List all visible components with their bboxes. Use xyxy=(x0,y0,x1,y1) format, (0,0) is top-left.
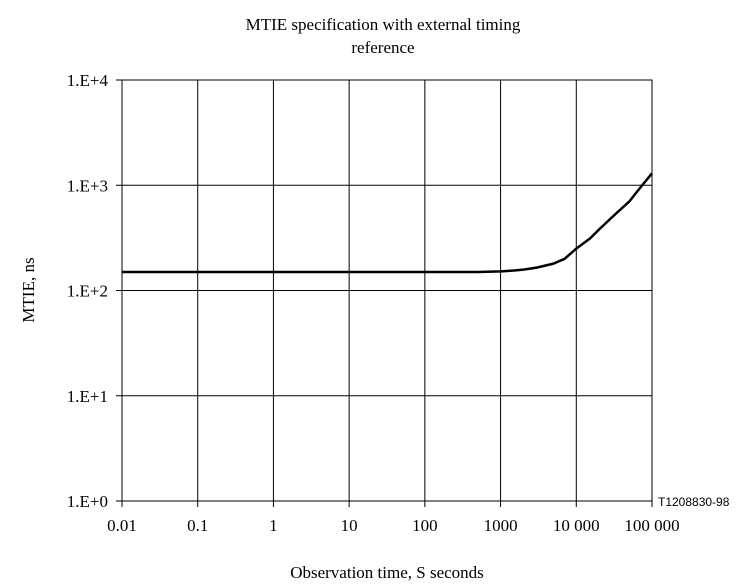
y-tick-label: 1.E+4 xyxy=(67,71,109,90)
y-tick-labels: 1.E+0 1.E+1 1.E+2 1.E+3 1.E+4 xyxy=(67,71,109,511)
x-tick-label: 100 000 xyxy=(624,516,679,535)
y-tick-label: 1.E+3 xyxy=(67,176,108,195)
chart-title-line1: MTIE specification with external timing xyxy=(246,15,521,34)
x-tick-label: 10 xyxy=(341,516,358,535)
x-tick-label: 1 xyxy=(269,516,278,535)
y-tick-label: 1.E+2 xyxy=(67,282,108,301)
chart-title-line2: reference xyxy=(351,38,414,57)
x-tick-label: 10 000 xyxy=(553,516,600,535)
figure-id-label: T1208830-98 xyxy=(658,495,730,509)
x-tick-labels: 0.01 0.1 1 10 100 1000 10 000 100 000 xyxy=(107,516,680,535)
x-tick-label: 1000 xyxy=(484,516,518,535)
x-tick-label: 0.1 xyxy=(187,516,208,535)
y-tick-label: 1.E+1 xyxy=(67,387,108,406)
y-tick-label: 1.E+0 xyxy=(67,492,108,511)
grid-lines xyxy=(121,79,653,502)
x-tick-label: 100 xyxy=(412,516,438,535)
y-axis-label: MTIE, ns xyxy=(19,257,38,322)
mtie-curve xyxy=(122,172,653,274)
x-tick-label: 0.01 xyxy=(107,516,137,535)
axis-ticks xyxy=(116,79,653,507)
x-axis-label: Observation time, S seconds xyxy=(290,563,484,582)
